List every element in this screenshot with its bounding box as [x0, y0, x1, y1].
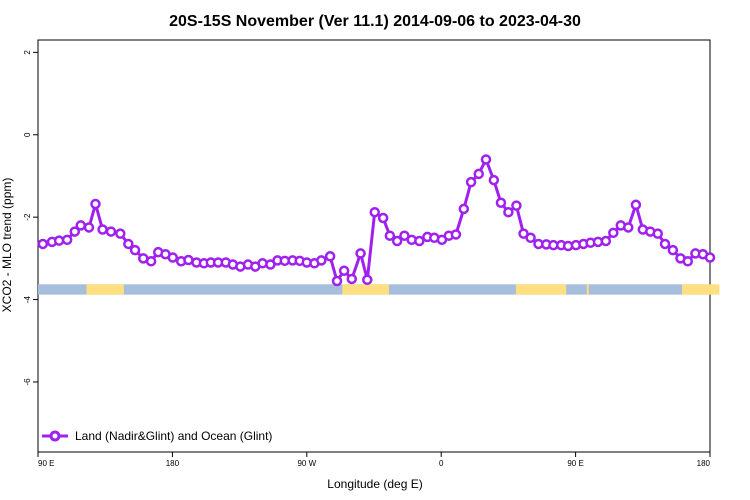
data-point: [450, 229, 462, 240]
data-point: [458, 203, 470, 215]
y-tick-label: -2: [23, 213, 32, 221]
data-point: [630, 199, 642, 211]
data-point: [331, 275, 343, 287]
land-segment-1: [342, 284, 389, 295]
data-point: [511, 200, 522, 211]
x-axis-label: Longitude (deg E): [327, 477, 422, 491]
legend-marker-swatch: [49, 430, 61, 442]
data-point: [145, 255, 157, 267]
data-point: [488, 174, 500, 186]
data-point: [105, 226, 117, 237]
series-layer: [37, 154, 716, 287]
data-point: [503, 206, 514, 218]
data-point: [316, 255, 327, 266]
surface-type-strip: [38, 284, 720, 295]
land-segment-2: [515, 284, 567, 295]
plot-frame: [37, 39, 711, 453]
data-point: [115, 228, 126, 239]
y-tick-label: 0: [23, 132, 32, 137]
data-point: [362, 274, 373, 286]
x-tick-label: 90 E: [38, 459, 54, 468]
data-point: [667, 244, 679, 256]
data-point: [69, 226, 81, 237]
data-point: [704, 252, 716, 263]
x-tick-label: 0: [439, 459, 444, 468]
legend-label: Land (Nadir&Glint) and Ocean (Glint): [75, 429, 272, 443]
x-axis-ticks: 90 E 180 90 W 0 90 E 180: [37, 452, 711, 468]
x-tick-label: 90 E: [567, 459, 583, 468]
data-point: [659, 238, 671, 250]
data-point: [525, 232, 536, 244]
data-point: [61, 234, 73, 246]
data-point: [495, 197, 507, 208]
chart-title: 20S-15S November (Ver 11.1) 2014-09-06 t…: [169, 13, 581, 30]
data-point: [123, 238, 134, 250]
y-axis-ticks: 2 0 -2 -4 -6: [23, 50, 38, 386]
y-axis-label: XCO2 - MLO trend (ppm): [0, 178, 14, 313]
data-point: [83, 222, 95, 233]
data-point: [75, 220, 86, 231]
land-segment-0: [86, 284, 124, 295]
y-tick-label: 2: [23, 50, 32, 55]
data-point: [369, 206, 380, 218]
data-point: [129, 244, 141, 256]
data-point: [473, 168, 484, 180]
y-tick-label: -6: [23, 378, 32, 386]
data-point: [682, 255, 694, 267]
data-point: [355, 248, 366, 259]
data-point: [600, 235, 612, 247]
data-point: [608, 227, 619, 239]
data-point: [399, 230, 410, 241]
data-point: [338, 265, 350, 276]
y-tick-label: -4: [23, 295, 32, 303]
x-tick-label: 90 W: [297, 459, 316, 468]
data-point: [167, 252, 179, 263]
data-point: [97, 224, 108, 235]
data-point: [391, 235, 403, 247]
data-point: [90, 198, 101, 210]
land-segment-4: [682, 284, 720, 295]
data-point: [346, 273, 358, 285]
data-point: [324, 251, 336, 262]
data-point: [465, 176, 477, 188]
x-tick-label: 180: [166, 459, 180, 468]
data-point: [414, 235, 425, 247]
data-point: [622, 222, 634, 233]
land-segment-3: [586, 284, 589, 295]
data-point: [652, 228, 663, 239]
data-point: [53, 235, 65, 246]
data-point: [377, 212, 389, 224]
data-point: [37, 238, 49, 250]
data-point: [480, 154, 492, 165]
legend: Land (Nadir&Glint) and Ocean (Glint): [42, 429, 272, 443]
data-point: [384, 230, 396, 241]
x-tick-label: 180: [697, 459, 711, 468]
